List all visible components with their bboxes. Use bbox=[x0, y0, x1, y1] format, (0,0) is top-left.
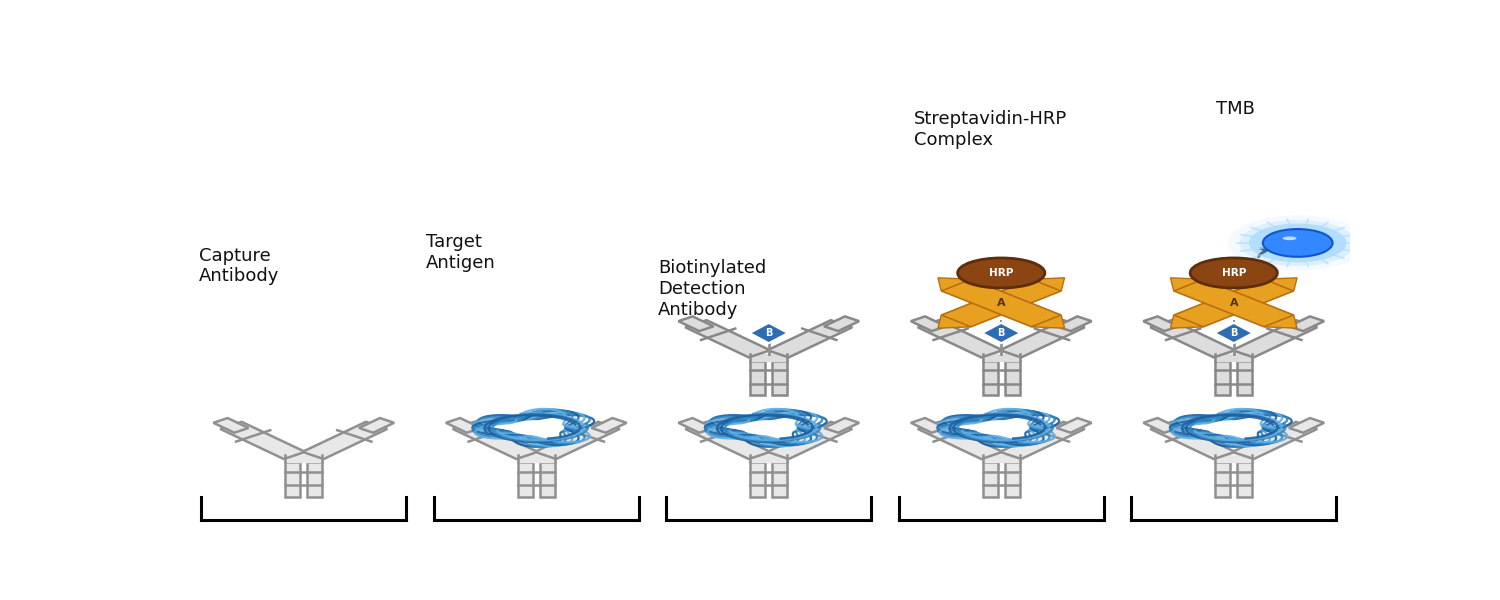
Text: Target
Antigen: Target Antigen bbox=[426, 233, 495, 272]
Text: A: A bbox=[998, 298, 1005, 308]
Polygon shape bbox=[446, 418, 482, 433]
Polygon shape bbox=[686, 320, 770, 358]
Bar bbox=[518, 463, 532, 497]
Polygon shape bbox=[678, 316, 714, 331]
Text: TMB: TMB bbox=[1216, 100, 1255, 118]
Text: Biotinylated
Detection
Antibody: Biotinylated Detection Antibody bbox=[658, 259, 766, 319]
Polygon shape bbox=[1264, 278, 1298, 291]
Bar bbox=[540, 463, 555, 497]
Polygon shape bbox=[750, 323, 788, 343]
Polygon shape bbox=[303, 422, 387, 459]
Polygon shape bbox=[591, 418, 627, 433]
Circle shape bbox=[1263, 229, 1332, 257]
Bar bbox=[1238, 361, 1252, 395]
Bar bbox=[285, 463, 300, 497]
Bar bbox=[1238, 463, 1252, 497]
Text: HRP: HRP bbox=[988, 268, 1014, 278]
Polygon shape bbox=[1056, 418, 1092, 433]
Bar bbox=[750, 463, 765, 497]
Polygon shape bbox=[1150, 422, 1234, 459]
Polygon shape bbox=[824, 316, 860, 331]
Polygon shape bbox=[686, 422, 770, 459]
Bar bbox=[1215, 463, 1230, 497]
Polygon shape bbox=[940, 279, 1062, 327]
Ellipse shape bbox=[957, 258, 1046, 288]
Ellipse shape bbox=[1190, 258, 1278, 288]
Bar bbox=[1005, 463, 1020, 497]
Polygon shape bbox=[1288, 418, 1324, 433]
Polygon shape bbox=[213, 418, 249, 433]
Polygon shape bbox=[453, 422, 537, 459]
Bar bbox=[772, 463, 788, 497]
Polygon shape bbox=[536, 422, 620, 459]
Polygon shape bbox=[938, 315, 970, 328]
Circle shape bbox=[1228, 215, 1368, 271]
Polygon shape bbox=[910, 418, 946, 433]
Circle shape bbox=[1250, 224, 1347, 262]
Polygon shape bbox=[910, 316, 946, 331]
Bar bbox=[772, 361, 788, 395]
Polygon shape bbox=[768, 422, 852, 459]
Ellipse shape bbox=[1282, 236, 1296, 240]
Polygon shape bbox=[358, 418, 394, 433]
Polygon shape bbox=[918, 320, 1002, 358]
Polygon shape bbox=[1056, 316, 1092, 331]
Polygon shape bbox=[220, 422, 304, 459]
Polygon shape bbox=[982, 323, 1020, 343]
Bar bbox=[1215, 361, 1230, 395]
Polygon shape bbox=[1032, 315, 1065, 328]
Bar bbox=[308, 463, 322, 497]
Polygon shape bbox=[1233, 422, 1317, 459]
Text: HRP: HRP bbox=[1221, 268, 1246, 278]
Bar bbox=[750, 361, 765, 395]
Text: B: B bbox=[1230, 328, 1238, 338]
Polygon shape bbox=[824, 418, 860, 433]
Polygon shape bbox=[768, 320, 852, 358]
Polygon shape bbox=[1000, 320, 1084, 358]
Text: A: A bbox=[1230, 298, 1238, 308]
Polygon shape bbox=[1170, 315, 1203, 328]
Text: B: B bbox=[765, 328, 772, 338]
Polygon shape bbox=[1215, 323, 1252, 343]
Polygon shape bbox=[918, 422, 1002, 459]
Polygon shape bbox=[1032, 278, 1065, 291]
Polygon shape bbox=[1173, 279, 1294, 327]
Polygon shape bbox=[1143, 418, 1179, 433]
Polygon shape bbox=[1143, 316, 1179, 331]
Polygon shape bbox=[1170, 278, 1203, 291]
Bar bbox=[1005, 361, 1020, 395]
Polygon shape bbox=[1000, 422, 1084, 459]
Polygon shape bbox=[1150, 320, 1234, 358]
Polygon shape bbox=[1233, 320, 1317, 358]
Polygon shape bbox=[678, 418, 714, 433]
Circle shape bbox=[1239, 220, 1356, 266]
Text: B: B bbox=[998, 328, 1005, 338]
Bar bbox=[982, 361, 998, 395]
Polygon shape bbox=[1264, 315, 1298, 328]
Polygon shape bbox=[940, 279, 1062, 327]
Text: Capture
Antibody: Capture Antibody bbox=[200, 247, 279, 286]
Polygon shape bbox=[1173, 279, 1294, 327]
Bar bbox=[982, 463, 998, 497]
Polygon shape bbox=[938, 278, 970, 291]
Text: Streptavidin-HRP
Complex: Streptavidin-HRP Complex bbox=[914, 110, 1068, 149]
Polygon shape bbox=[1288, 316, 1324, 331]
